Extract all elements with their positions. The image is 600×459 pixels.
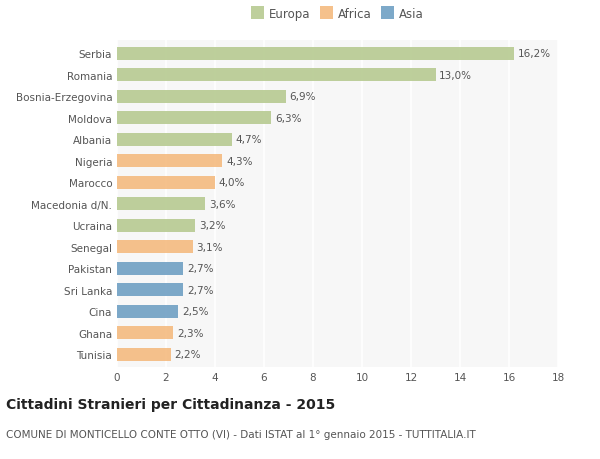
Text: 6,9%: 6,9%: [290, 92, 316, 102]
Text: 4,3%: 4,3%: [226, 157, 253, 166]
Bar: [117, 112, 271, 125]
Bar: [117, 241, 193, 253]
Text: 4,7%: 4,7%: [236, 135, 262, 145]
Text: 2,7%: 2,7%: [187, 263, 214, 274]
Bar: [117, 69, 436, 82]
Text: 13,0%: 13,0%: [439, 71, 472, 81]
Text: 3,6%: 3,6%: [209, 199, 235, 209]
Bar: [117, 134, 232, 146]
Bar: [117, 326, 173, 339]
Text: 2,7%: 2,7%: [187, 285, 214, 295]
Bar: [117, 305, 178, 318]
Text: 3,2%: 3,2%: [199, 221, 226, 231]
Text: COMUNE DI MONTICELLO CONTE OTTO (VI) - Dati ISTAT al 1° gennaio 2015 - TUTTITALI: COMUNE DI MONTICELLO CONTE OTTO (VI) - D…: [6, 429, 476, 439]
Text: 2,2%: 2,2%: [175, 349, 201, 359]
Bar: [117, 176, 215, 189]
Text: 4,0%: 4,0%: [218, 178, 245, 188]
Bar: [117, 348, 171, 361]
Text: 2,5%: 2,5%: [182, 307, 208, 316]
Text: Cittadini Stranieri per Cittadinanza - 2015: Cittadini Stranieri per Cittadinanza - 2…: [6, 397, 335, 411]
Bar: [117, 262, 183, 275]
Bar: [117, 155, 223, 168]
Bar: [117, 90, 286, 103]
Bar: [117, 284, 183, 297]
Text: 2,3%: 2,3%: [177, 328, 203, 338]
Bar: [117, 219, 196, 232]
Bar: [117, 48, 514, 61]
Legend: Europa, Africa, Asia: Europa, Africa, Asia: [248, 5, 427, 25]
Bar: [117, 198, 205, 211]
Text: 16,2%: 16,2%: [518, 49, 551, 59]
Text: 3,1%: 3,1%: [197, 242, 223, 252]
Text: 6,3%: 6,3%: [275, 113, 302, 123]
